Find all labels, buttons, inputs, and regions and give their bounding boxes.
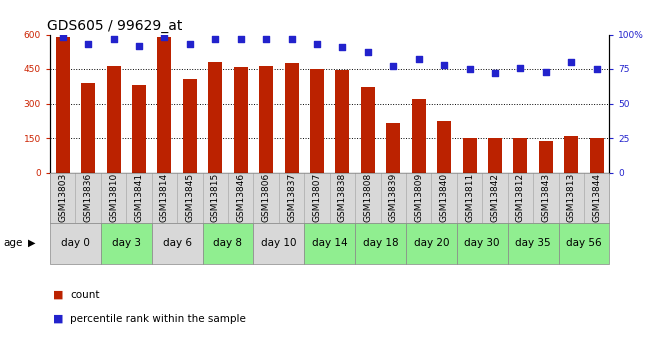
Bar [488,138,502,172]
Text: percentile rank within the sample: percentile rank within the sample [70,314,246,324]
Point [235,36,246,41]
Bar [101,223,152,264]
Point [134,43,145,48]
Text: GSM13803: GSM13803 [58,173,67,222]
Text: age: age [3,238,23,248]
Bar [107,66,121,172]
Bar [361,87,375,172]
Text: day 35: day 35 [515,238,551,248]
Text: GSM13839: GSM13839 [389,173,398,222]
Bar [513,138,527,172]
Bar [253,223,304,264]
Text: GSM13806: GSM13806 [262,173,270,222]
Bar [259,66,273,172]
Bar [355,223,406,264]
Point [515,65,525,70]
Text: day 14: day 14 [312,238,348,248]
Bar [310,69,324,172]
Bar [81,83,95,172]
Text: GSM13840: GSM13840 [440,173,449,222]
Bar [406,223,457,264]
Text: day 18: day 18 [363,238,398,248]
Text: day 3: day 3 [112,238,141,248]
Text: day 10: day 10 [261,238,296,248]
Point [159,34,170,40]
Text: ■: ■ [53,314,64,324]
Text: GSM13812: GSM13812 [516,173,525,222]
Point [591,66,602,72]
Bar [234,67,248,172]
Text: GSM13808: GSM13808 [364,173,372,222]
Text: GSM13811: GSM13811 [465,173,474,222]
Bar [457,223,507,264]
Point [414,57,424,62]
Point [108,36,119,41]
Text: ▶: ▶ [28,238,36,248]
Text: ■: ■ [53,290,64,300]
Point [337,44,348,50]
Bar [202,223,253,264]
Bar [539,141,553,172]
Bar [284,63,298,172]
Text: GSM13815: GSM13815 [210,173,220,222]
Text: GSM13838: GSM13838 [338,173,347,222]
Point [286,36,297,41]
Text: GSM13837: GSM13837 [287,173,296,222]
Text: GSM13814: GSM13814 [160,173,169,222]
Text: day 8: day 8 [214,238,242,248]
Bar [386,123,400,172]
Bar [50,223,101,264]
Text: GSM13836: GSM13836 [84,173,93,222]
Text: day 56: day 56 [566,238,602,248]
Bar [132,85,146,172]
Point [57,34,68,40]
Point [184,41,195,47]
Text: GSM13846: GSM13846 [236,173,245,222]
Bar [437,121,451,172]
Bar [182,79,196,172]
Text: GSM13842: GSM13842 [490,173,500,222]
Bar [157,37,171,172]
Text: GSM13841: GSM13841 [135,173,143,222]
Text: GSM13844: GSM13844 [592,173,601,222]
Bar [336,70,350,172]
Text: GDS605 / 99629_at: GDS605 / 99629_at [47,19,182,33]
Point [566,59,577,65]
Point [362,50,373,55]
Bar [564,136,578,172]
Text: day 0: day 0 [61,238,90,248]
Point [312,41,322,47]
Bar [462,138,476,172]
Point [439,62,450,68]
Bar [304,223,355,264]
Bar [208,62,222,172]
Point [261,36,272,41]
Text: day 30: day 30 [464,238,500,248]
Point [541,69,551,75]
Text: GSM13807: GSM13807 [312,173,322,222]
Text: day 20: day 20 [414,238,449,248]
Text: GSM13813: GSM13813 [567,173,575,222]
Point [490,70,500,76]
Point [210,36,220,41]
Bar [589,138,603,172]
Bar [152,223,202,264]
Text: count: count [70,290,99,300]
Point [83,41,93,47]
Point [388,63,398,69]
Text: day 6: day 6 [163,238,192,248]
Text: GSM13843: GSM13843 [541,173,550,222]
Text: GSM13845: GSM13845 [185,173,194,222]
Bar [507,223,559,264]
Bar [559,223,609,264]
Text: GSM13809: GSM13809 [414,173,423,222]
Point [464,66,475,72]
Bar [56,37,70,172]
Text: GSM13810: GSM13810 [109,173,118,222]
Bar [412,99,426,172]
